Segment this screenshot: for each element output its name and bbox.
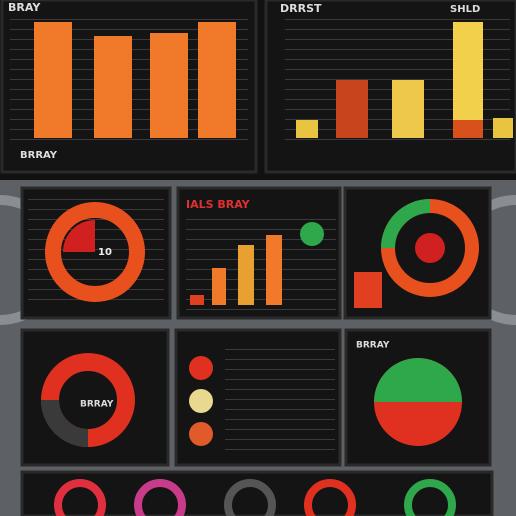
gauge xyxy=(304,479,356,516)
indicator xyxy=(300,222,324,246)
bar xyxy=(238,245,254,305)
grid xyxy=(225,345,335,450)
pie-slice xyxy=(374,358,462,402)
bar xyxy=(212,268,226,305)
gauge xyxy=(404,479,456,516)
panel-title: IALS BRAY xyxy=(186,198,251,211)
bar xyxy=(94,36,132,138)
panel-corner: SHLD xyxy=(450,4,480,15)
gauge xyxy=(224,479,276,516)
donut-label: BRRAY xyxy=(80,400,114,410)
bar xyxy=(354,272,382,308)
indicator xyxy=(189,356,213,380)
donut-slice xyxy=(63,220,95,252)
panel-title: DRRST xyxy=(280,2,322,15)
bar xyxy=(198,22,236,138)
footer-label: BRRAY xyxy=(20,150,58,161)
gauge-center xyxy=(415,233,445,263)
donut-label: 10 xyxy=(98,247,112,258)
bar xyxy=(296,120,318,138)
gauge-arc xyxy=(381,199,431,249)
bar xyxy=(453,22,483,138)
bar xyxy=(392,80,424,138)
panel-label: BRRAY xyxy=(356,341,390,351)
bar xyxy=(493,118,513,138)
bar xyxy=(150,33,188,138)
bar xyxy=(336,80,368,138)
gauge xyxy=(134,479,186,516)
panel: DRRST SHLD xyxy=(264,0,516,174)
panel-title: BRAY xyxy=(8,1,41,14)
indicator xyxy=(189,389,213,413)
bar xyxy=(453,120,483,138)
donut xyxy=(45,202,145,302)
donut-slice xyxy=(41,399,89,447)
bar xyxy=(266,235,282,305)
bar xyxy=(190,295,204,305)
panel: BRAY BRRAY xyxy=(0,0,258,174)
bar xyxy=(34,22,72,138)
indicator xyxy=(189,422,213,446)
gauge xyxy=(54,479,106,516)
panel xyxy=(20,470,494,516)
